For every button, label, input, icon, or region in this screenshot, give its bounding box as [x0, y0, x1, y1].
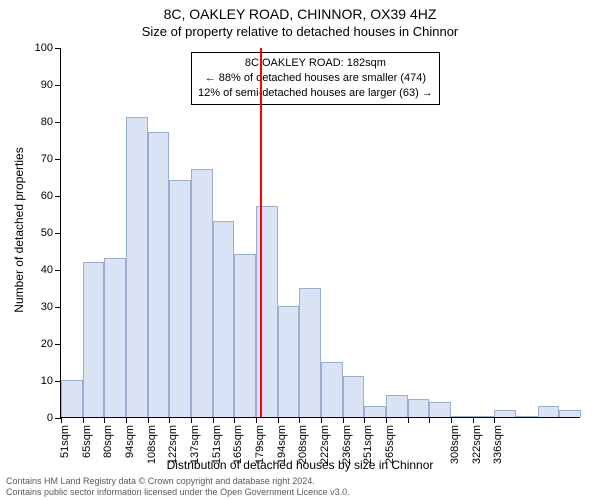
x-tick-label: 80sqm [102, 425, 114, 458]
histogram-bar [213, 221, 235, 417]
histogram-bar [516, 416, 538, 417]
histogram-bar [559, 410, 581, 417]
histogram-bar [234, 254, 256, 417]
x-tick [169, 417, 170, 423]
x-axis-label: Distribution of detached houses by size … [0, 458, 600, 472]
x-tick [234, 417, 235, 423]
footer-line-2: Contains public sector information licen… [6, 487, 350, 498]
x-tick [386, 417, 387, 423]
histogram-bar [61, 380, 83, 417]
histogram-bar [408, 399, 430, 418]
x-tick [148, 417, 149, 423]
histogram-bar [278, 306, 300, 417]
annotation-box: 8C OAKLEY ROAD: 182sqm ← 88% of detached… [191, 52, 440, 105]
x-tick [299, 417, 300, 423]
x-tick [256, 417, 257, 423]
histogram-bar [256, 206, 278, 417]
histogram-bar [429, 402, 451, 417]
y-tick [55, 196, 61, 197]
x-tick [321, 417, 322, 423]
histogram-bar [451, 416, 473, 417]
histogram-bar [538, 406, 560, 417]
y-tick-label: 100 [35, 42, 53, 54]
y-tick [55, 85, 61, 86]
x-tick [343, 417, 344, 423]
y-tick-label: 80 [41, 116, 53, 128]
histogram-bar [104, 258, 126, 417]
annotation-line-3: 12% of semi-detached houses are larger (… [198, 86, 433, 101]
y-tick [55, 122, 61, 123]
histogram-bar [148, 132, 170, 417]
chart-title-main: 8C, OAKLEY ROAD, CHINNOR, OX39 4HZ [0, 6, 600, 22]
histogram-bar [169, 180, 191, 417]
y-tick [55, 307, 61, 308]
footer-attribution: Contains HM Land Registry data © Crown c… [6, 476, 350, 498]
histogram-bar [386, 395, 408, 417]
x-tick-label: 94sqm [124, 425, 136, 458]
annotation-line-2: ← 88% of detached houses are smaller (47… [198, 71, 433, 86]
x-tick [473, 417, 474, 423]
property-size-histogram: 8C, OAKLEY ROAD, CHINNOR, OX39 4HZ Size … [0, 0, 600, 500]
x-tick-label: 65sqm [81, 425, 93, 458]
y-tick-label: 90 [41, 79, 53, 91]
x-tick [104, 417, 105, 423]
plot-area: 8C OAKLEY ROAD: 182sqm ← 88% of detached… [60, 48, 580, 418]
y-tick [55, 159, 61, 160]
annotation-line-1: 8C OAKLEY ROAD: 182sqm [198, 56, 433, 71]
histogram-bar [83, 262, 105, 417]
x-tick [213, 417, 214, 423]
x-tick [83, 417, 84, 423]
x-tick [61, 417, 62, 423]
histogram-bar [343, 376, 365, 417]
y-tick-label: 70 [41, 153, 53, 165]
y-tick [55, 270, 61, 271]
chart-title-sub: Size of property relative to detached ho… [0, 24, 600, 39]
x-tick [408, 417, 409, 423]
y-tick-label: 20 [41, 338, 53, 350]
x-tick [126, 417, 127, 423]
y-tick-label: 40 [41, 264, 53, 276]
y-tick [55, 344, 61, 345]
y-tick-label: 0 [47, 412, 53, 424]
x-tick [364, 417, 365, 423]
x-tick-label: 51sqm [59, 425, 71, 458]
y-tick-label: 10 [41, 375, 53, 387]
histogram-bar [321, 362, 343, 418]
y-tick [55, 48, 61, 49]
footer-line-1: Contains HM Land Registry data © Crown c… [6, 476, 350, 487]
y-tick [55, 233, 61, 234]
reference-line [260, 48, 262, 417]
histogram-bar [494, 410, 516, 417]
y-axis-label: Number of detached properties [12, 147, 26, 312]
x-tick [494, 417, 495, 423]
histogram-bar [126, 117, 148, 417]
histogram-bar [473, 416, 495, 417]
x-tick [278, 417, 279, 423]
histogram-bar [191, 169, 213, 417]
histogram-bar [299, 288, 321, 418]
x-tick [429, 417, 430, 423]
y-tick-label: 30 [41, 301, 53, 313]
y-tick-label: 50 [41, 227, 53, 239]
y-tick-label: 60 [41, 190, 53, 202]
histogram-bar [364, 406, 386, 417]
x-tick [191, 417, 192, 423]
x-tick [451, 417, 452, 423]
